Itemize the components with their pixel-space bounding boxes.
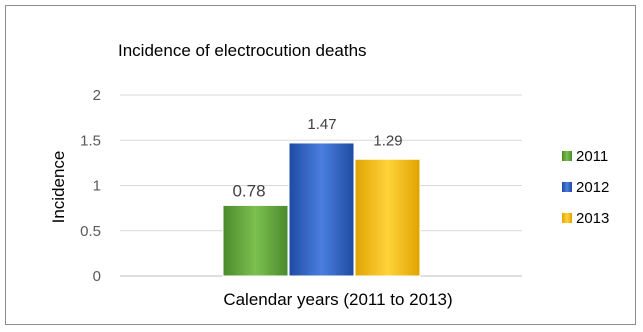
y-tick-label: 2 xyxy=(93,87,101,104)
x-axis-label: Calendar years (2011 to 2013) xyxy=(223,290,452,309)
y-axis-ticks: 0 0.5 1 1.5 2 xyxy=(80,87,101,285)
chart-title: Incidence of electrocution deaths xyxy=(118,41,367,60)
data-label-2013: 1.29 xyxy=(373,132,402,149)
legend-label-2013: 2013 xyxy=(576,210,609,227)
y-tick-label: 1.5 xyxy=(80,132,101,149)
bar-2011 xyxy=(222,204,289,277)
bar-2012 xyxy=(288,142,355,277)
y-tick-label: 1 xyxy=(93,178,101,195)
bars xyxy=(222,142,421,277)
data-label-2012: 1.47 xyxy=(307,116,336,133)
data-label-2011: 0.78 xyxy=(232,181,265,200)
legend: 2011 2012 2013 xyxy=(562,148,609,227)
y-tick-label: 0.5 xyxy=(80,223,101,240)
legend-label-2012: 2012 xyxy=(576,179,609,196)
legend-swatch-2011 xyxy=(562,151,572,161)
data-labels: 0.78 1.47 1.29 xyxy=(232,116,402,200)
y-tick-label: 0 xyxy=(93,268,101,285)
bar-2013 xyxy=(354,158,421,277)
legend-label-2011: 2011 xyxy=(576,148,608,165)
legend-swatch-2013 xyxy=(562,213,572,223)
y-axis-label: Incidence xyxy=(49,151,68,224)
legend-swatch-2012 xyxy=(562,182,572,192)
